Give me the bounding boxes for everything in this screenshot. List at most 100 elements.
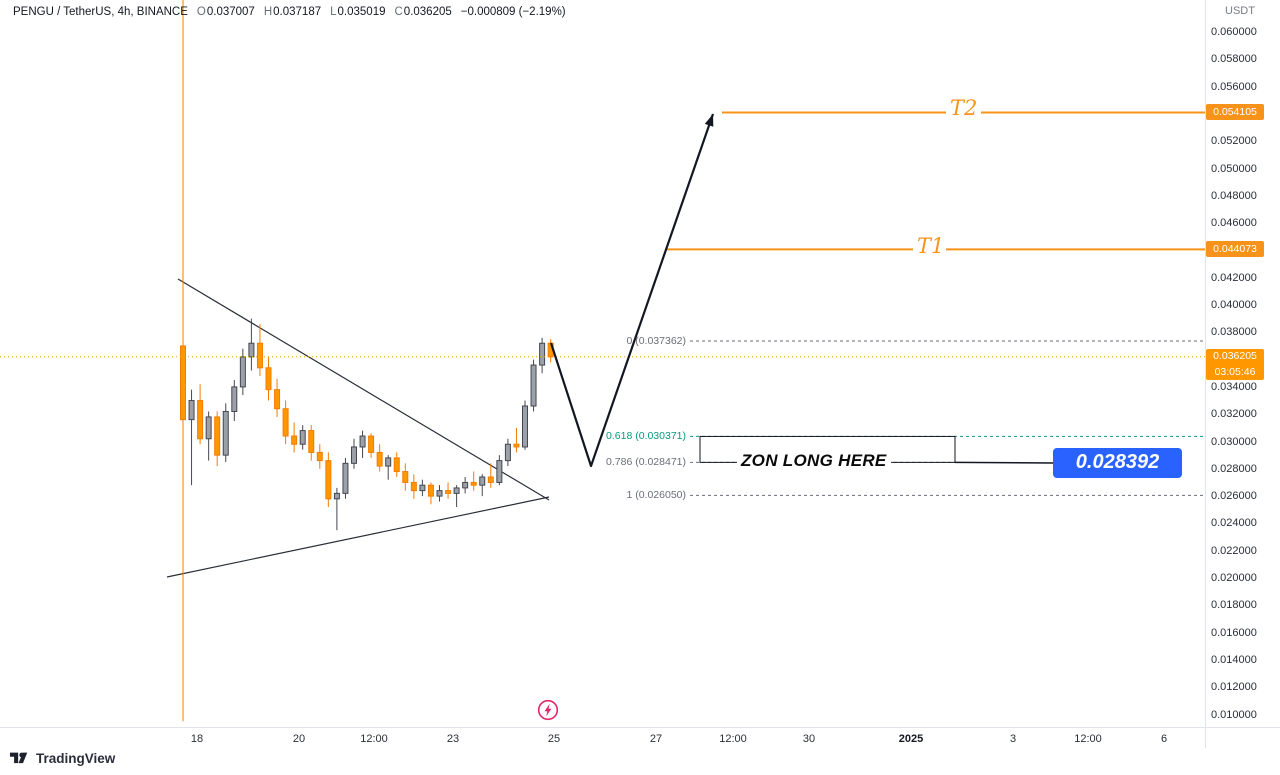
- fib-level-label[interactable]: 0.786 (0.028471): [606, 456, 686, 469]
- candle-body: [333, 492, 340, 500]
- candle-body: [479, 476, 486, 486]
- candle-body: [487, 476, 494, 483]
- candle-body: [496, 460, 503, 483]
- candle-body: [385, 457, 392, 467]
- zone-annotation-text[interactable]: ZON LONG HERE: [737, 451, 891, 471]
- candle-body: [351, 446, 357, 464]
- open-ohlc: O0.037007: [197, 6, 255, 18]
- tradingview-logo-icon: [10, 752, 28, 764]
- price-axis-separator: [1205, 0, 1206, 748]
- price-callout[interactable]: 0.028392: [1053, 448, 1182, 478]
- time-axis-tick: 6: [1160, 733, 1168, 745]
- close-ohlc: C0.036205: [394, 6, 451, 18]
- price-axis-tick: 0.030000: [1211, 435, 1257, 448]
- candle-body: [316, 451, 323, 462]
- candle-body: [265, 367, 272, 391]
- price-axis-tick: 0.046000: [1211, 217, 1257, 230]
- time-axis-tick: 20: [292, 733, 306, 745]
- time-axis-tick: 2025: [898, 733, 924, 745]
- price-axis-tick: 0.048000: [1211, 189, 1257, 202]
- price-axis-tick: 0.026000: [1211, 490, 1257, 503]
- time-axis-tick: 3: [1009, 733, 1017, 745]
- candle-body: [453, 487, 460, 494]
- candle-body: [504, 443, 511, 462]
- candle-body: [410, 481, 417, 492]
- candle-body: [376, 451, 383, 467]
- t1-drawing-label[interactable]: T1: [917, 234, 945, 258]
- time-axis-tick: 25: [547, 733, 561, 745]
- projection-arrow[interactable]: [549, 113, 715, 468]
- price-axis-tick: 0.016000: [1211, 626, 1257, 639]
- t2-price-tag: 0.054105: [1206, 104, 1264, 120]
- price-axis-tick: 0.050000: [1211, 162, 1257, 175]
- price-axis-tick: 0.058000: [1211, 53, 1257, 66]
- candle-body: [299, 430, 306, 445]
- price-axis-tick: 0.032000: [1211, 408, 1257, 421]
- candle-body: [248, 342, 255, 358]
- tradingview-logo[interactable]: TradingView: [10, 750, 115, 767]
- candle-body: [436, 490, 443, 497]
- triangle-upper-trendline[interactable]: [177, 278, 550, 501]
- price-axis-tick: 0.034000: [1211, 380, 1257, 393]
- time-axis-tick: 12:00: [719, 733, 747, 745]
- candle-body: [342, 462, 349, 494]
- candle-body: [291, 435, 298, 445]
- high-ohlc: H0.037187: [264, 6, 321, 18]
- candle-body: [427, 484, 434, 497]
- low-label: L: [330, 6, 337, 18]
- t2-drawing-label[interactable]: T2: [950, 96, 978, 120]
- lightning-bolt-glyph: [544, 703, 552, 717]
- time-axis-tick: 12:00: [360, 733, 388, 745]
- time-axis-tick: 12:00: [1074, 733, 1102, 745]
- time-axis-tick: 30: [802, 733, 816, 745]
- time-axis[interactable]: 18 20 12:00 23 25 27 12:00 30 2025 3 12:00 6: [0, 727, 1280, 748]
- close-label: C: [394, 6, 403, 18]
- current-price-value: 0.036205: [1213, 350, 1257, 362]
- candle-body: [470, 481, 477, 486]
- change-value: −0.000809 (−2.19%): [460, 6, 566, 18]
- candle-body: [513, 443, 520, 448]
- candle-body: [539, 342, 546, 366]
- chart-legend: PENGU / TetherUS, 4h, BINANCE O0.037007 …: [13, 6, 566, 18]
- price-axis-tick: 0.010000: [1211, 708, 1257, 721]
- candle-body: [239, 356, 246, 388]
- projection-arrowhead[interactable]: [704, 114, 714, 127]
- fib-level-label[interactable]: 0 (0.037362): [626, 335, 686, 347]
- time-axis-tick: 27: [649, 733, 663, 745]
- open-label: O: [196, 6, 206, 18]
- candle-body: [274, 389, 281, 410]
- time-axis-separator: [0, 727, 1280, 728]
- close-value: 0.036205: [403, 6, 452, 18]
- callout-connector: [954, 461, 1054, 464]
- price-axis-tick: 0.018000: [1211, 599, 1257, 612]
- price-axis[interactable]: 0.060000 0.058000 0.056000 0.052000 0.050000…: [1205, 0, 1280, 748]
- price-axis-tick: 0.012000: [1211, 681, 1257, 694]
- fib-level-label[interactable]: 1 (0.026050): [626, 489, 686, 502]
- candle-body: [419, 484, 426, 492]
- lightning-event-icon[interactable]: [537, 699, 559, 721]
- low-value: 0.035019: [337, 6, 386, 18]
- high-value: 0.037187: [273, 6, 322, 18]
- time-axis-tick: 23: [446, 733, 460, 745]
- candle-body: [180, 345, 186, 421]
- triangle-lower-trendline[interactable]: [166, 496, 550, 578]
- price-axis-tick: 0.024000: [1211, 517, 1257, 530]
- candle-body: [282, 408, 289, 437]
- price-axis-tick: 0.014000: [1211, 653, 1257, 666]
- price-axis-tick: 0.040000: [1211, 299, 1257, 311]
- candle-body: [462, 481, 469, 489]
- candle-body: [308, 430, 315, 453]
- fib-level-label[interactable]: 0.618 (0.030371): [606, 430, 686, 443]
- candle-body: [222, 410, 229, 456]
- axis-currency-label: USDT: [1225, 5, 1255, 17]
- candle-body: [530, 364, 537, 407]
- candle-body: [402, 471, 409, 483]
- candle-body: [197, 400, 204, 440]
- candle-body: [325, 460, 332, 500]
- symbol-title[interactable]: PENGU / TetherUS, 4h, BINANCE: [13, 6, 188, 18]
- price-axis-tick: 0.042000: [1211, 271, 1257, 284]
- candle-body: [368, 435, 375, 453]
- price-axis-tick: 0.038000: [1211, 326, 1257, 339]
